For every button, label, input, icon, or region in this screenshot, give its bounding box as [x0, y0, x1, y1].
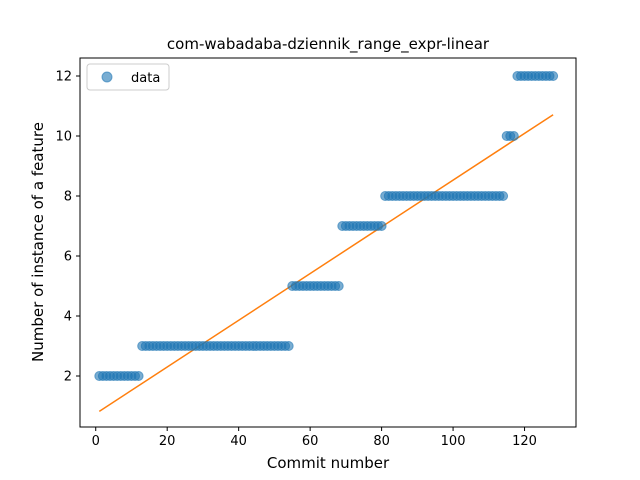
x-tick-label: 120 — [512, 434, 537, 449]
x-tick-label: 60 — [302, 434, 319, 449]
y-tick-label: 4 — [64, 310, 72, 325]
plot-area — [80, 58, 576, 427]
y-axis-label: Number of instance of a feature — [29, 122, 47, 362]
chart-title: com-wabadaba-dziennik_range_expr-linear — [167, 35, 490, 54]
x-tick-label: 40 — [230, 434, 247, 449]
y-tick-label: 10 — [55, 130, 72, 145]
x-tick-label: 0 — [92, 434, 100, 449]
data-point — [376, 221, 387, 231]
legend-label: data — [131, 71, 160, 86]
data-point — [548, 71, 559, 81]
axes-spines — [79, 57, 577, 428]
y-tick-label: 2 — [64, 370, 72, 385]
data-point — [508, 131, 519, 141]
data-point — [498, 191, 509, 201]
x-axis-label: Commit number — [267, 454, 390, 472]
x-tick-label: 80 — [373, 434, 390, 449]
fit-line-layer — [98, 114, 554, 413]
plot-frame — [80, 58, 576, 427]
data-point — [133, 371, 144, 381]
axes-layer: 0 20 40 60 80 100 120 2 4 6 8 10 12 — [55, 57, 577, 449]
data-point — [283, 341, 294, 351]
data-point — [333, 281, 344, 291]
legend: data — [86, 63, 170, 91]
y-tick-label: 8 — [64, 190, 72, 205]
legend-marker — [101, 71, 113, 83]
fit-line — [98, 114, 554, 413]
y-tick-label: 6 — [64, 250, 72, 265]
x-tick-label: 100 — [441, 434, 466, 449]
legend-box — [86, 63, 170, 91]
y-tick-label: 12 — [55, 70, 72, 85]
data-points-layer — [94, 71, 559, 381]
x-tick-label: 20 — [159, 434, 176, 449]
